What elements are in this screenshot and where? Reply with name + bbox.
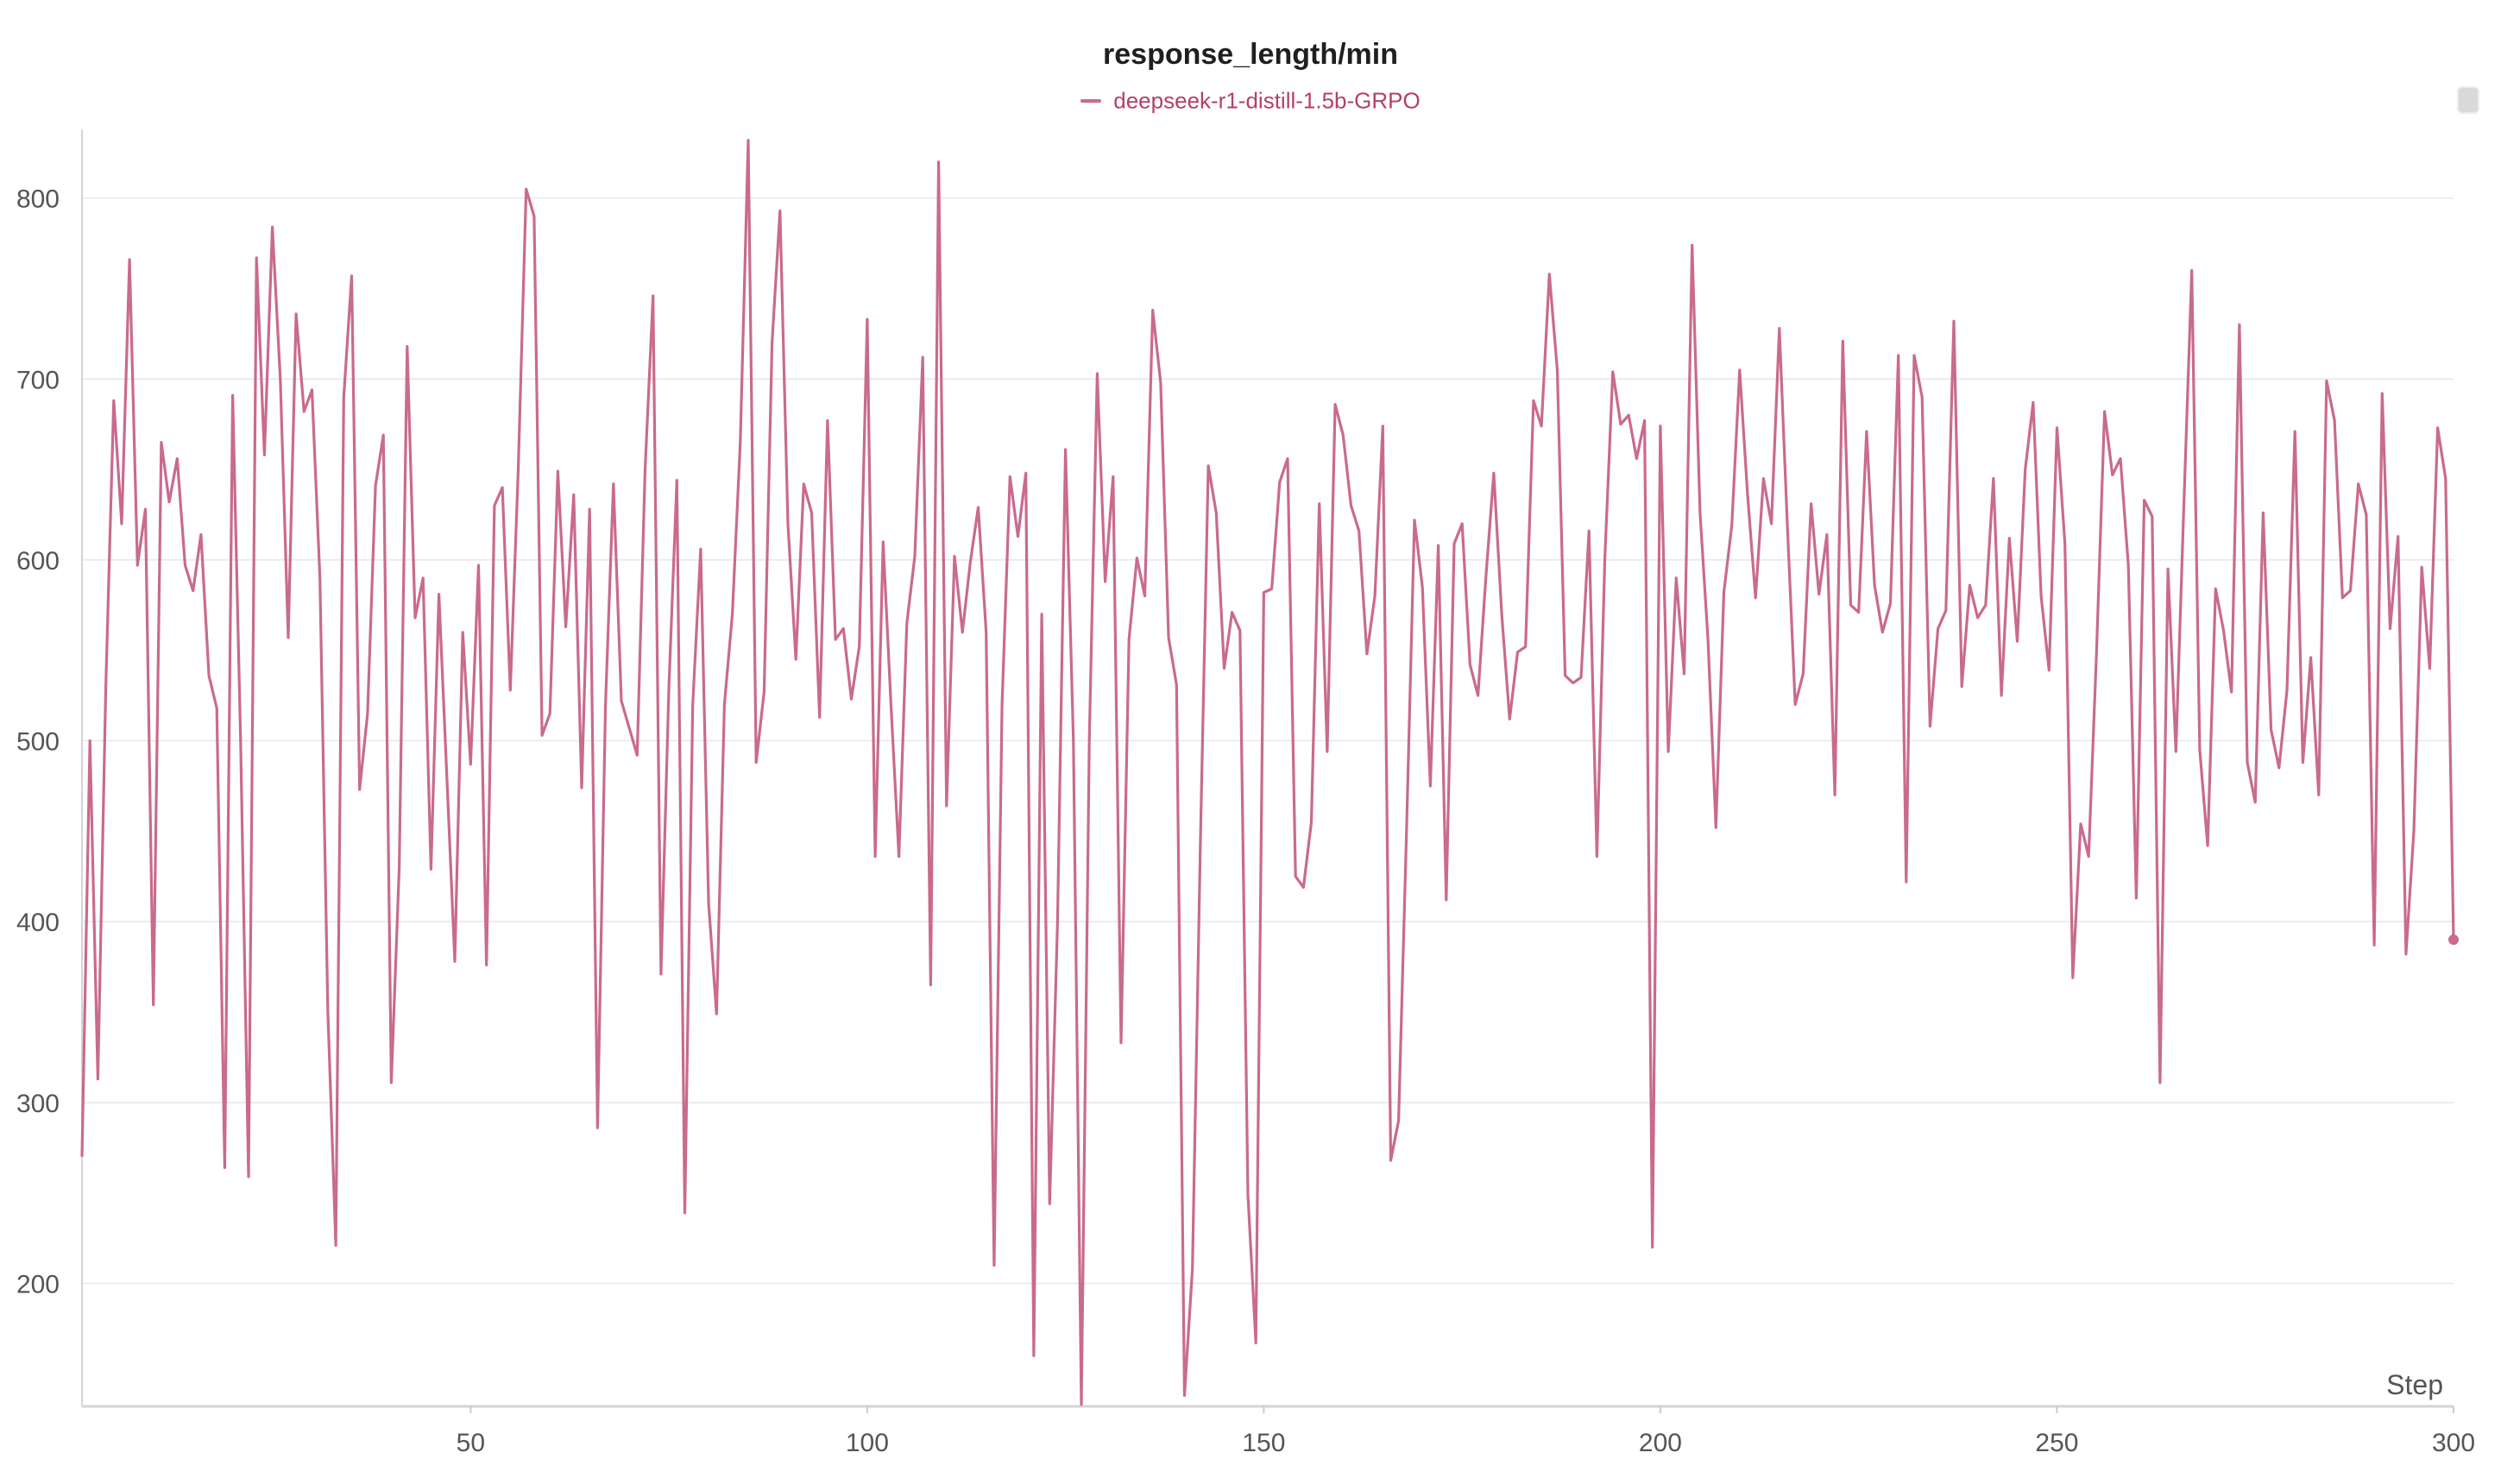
- series-end-marker[interactable]: [2448, 934, 2459, 946]
- series-group[interactable]: [80, 139, 2459, 1406]
- y-tick-label: 400: [16, 909, 60, 937]
- x-tick-label: 50: [457, 1429, 485, 1457]
- x-tick-label: 300: [2432, 1429, 2475, 1457]
- x-tick-label: 100: [846, 1429, 889, 1457]
- y-tick-label: 600: [16, 547, 60, 575]
- x-tick-label: 150: [1242, 1429, 1285, 1457]
- x-tick-label: 250: [2035, 1429, 2078, 1457]
- chart-title: response_length/min: [1103, 38, 1398, 71]
- legend-swatch: [1080, 99, 1102, 104]
- legend-series-label: deepseek-r1-distill-1.5b-GRPO: [1113, 87, 1421, 114]
- y-tick-label: 200: [16, 1270, 60, 1298]
- y-tick-label: 700: [16, 366, 60, 394]
- series-line[interactable]: [80, 139, 2455, 1406]
- gridlines: [82, 197, 2454, 1285]
- legend-scroll-handle[interactable]: [2457, 86, 2479, 114]
- axes: [81, 129, 2454, 1413]
- legend[interactable]: deepseek-r1-distill-1.5b-GRPO: [0, 86, 2501, 115]
- tick-labels: 200 300 400 500 600 700 800 50 100 150 200 250 300: [16, 186, 2475, 1457]
- y-tick-label: 800: [16, 186, 60, 214]
- y-tick-label: 500: [16, 728, 60, 757]
- y-tick-label: 300: [16, 1090, 60, 1118]
- x-tick-label: 200: [1639, 1429, 1682, 1457]
- x-axis-title: Step: [2386, 1369, 2443, 1400]
